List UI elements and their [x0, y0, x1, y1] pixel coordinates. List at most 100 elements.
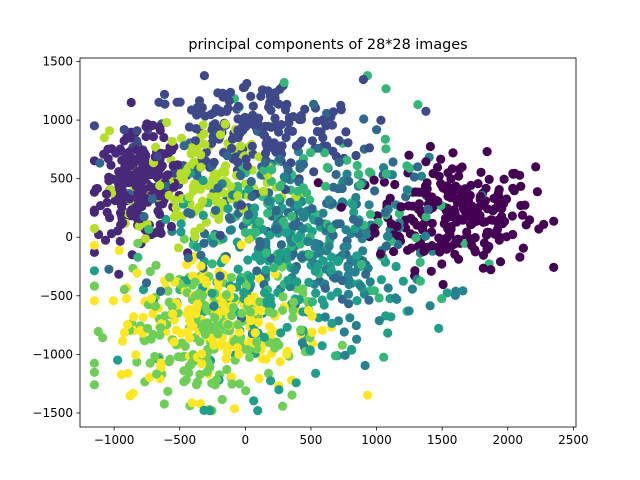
- scatter-point: [337, 275, 347, 286]
- scatter-point: [309, 99, 319, 109]
- scatter-point: [423, 204, 433, 214]
- scatter-point: [434, 323, 444, 333]
- scatter-point: [249, 396, 259, 406]
- scatter-point: [126, 97, 136, 108]
- scatter-point: [486, 265, 496, 275]
- scatter-point: [478, 250, 489, 260]
- scatter-point: [262, 296, 272, 307]
- scatter-point: [169, 182, 179, 192]
- scatter-point: [130, 169, 140, 180]
- scatter-point: [365, 209, 376, 219]
- scatter-point: [381, 84, 391, 94]
- scatter-point: [170, 195, 180, 205]
- scatter-point: [516, 181, 526, 191]
- y-tick-label: 500: [50, 172, 73, 186]
- scatter-point: [549, 262, 559, 272]
- scatter-point: [328, 146, 338, 156]
- scatter-point: [145, 358, 155, 368]
- scatter-point: [199, 238, 209, 248]
- scatter-point: [428, 168, 438, 179]
- scatter-point: [217, 298, 227, 308]
- scatter-point: [198, 290, 208, 301]
- scatter-point: [192, 299, 202, 309]
- scatter-point: [330, 351, 341, 361]
- scatter-point: [358, 74, 368, 85]
- scatter-point: [257, 306, 267, 316]
- scatter-point: [473, 179, 483, 189]
- scatter-point: [148, 309, 158, 319]
- scatter-point: [381, 241, 391, 251]
- scatter-point: [279, 172, 289, 182]
- scatter-point: [391, 261, 401, 272]
- scatter-point: [539, 219, 549, 229]
- scatter-point: [381, 311, 391, 321]
- x-tick-label: −500: [163, 433, 196, 447]
- scatter-point: [236, 240, 246, 250]
- scatter-point: [314, 216, 324, 227]
- scatter-point: [161, 214, 171, 224]
- scatter-point: [355, 180, 365, 190]
- scatter-point: [364, 143, 375, 153]
- scatter-point: [162, 117, 172, 128]
- scatter-point: [404, 306, 414, 316]
- scatter-point: [281, 228, 291, 238]
- scatter-point: [276, 328, 286, 338]
- scatter-point: [455, 164, 465, 174]
- scatter-point: [340, 350, 350, 360]
- scatter-point: [208, 238, 218, 248]
- scatter-point: [478, 263, 488, 273]
- scatter-point: [287, 211, 297, 221]
- scatter-point: [156, 358, 166, 368]
- scatter-point: [470, 245, 480, 255]
- scatter-point: [89, 380, 99, 390]
- scatter-point: [183, 208, 193, 218]
- scatter-point: [198, 210, 208, 220]
- scatter-point: [102, 197, 112, 208]
- scatter-point: [304, 249, 314, 259]
- scatter-point: [243, 255, 253, 265]
- scatter-point: [255, 236, 265, 247]
- scatter-point: [104, 264, 114, 274]
- scatter-point: [160, 311, 170, 321]
- scatter-point: [352, 251, 362, 261]
- scatter-point: [196, 162, 206, 172]
- scatter-point: [328, 107, 338, 117]
- scatter-point: [221, 161, 231, 171]
- scatter-point: [369, 175, 379, 185]
- scatter-point: [352, 160, 362, 171]
- scatter-point: [317, 325, 327, 335]
- x-axis: −1000 −500 0 500 1000 1500 2000 2500: [94, 427, 589, 447]
- scatter-point: [407, 284, 417, 294]
- scatter-point: [131, 350, 141, 360]
- scatter-point: [364, 295, 374, 305]
- scatter-point: [270, 113, 280, 123]
- scatter-point: [187, 398, 197, 408]
- scatter-point: [115, 208, 126, 218]
- scatter-point: [255, 297, 265, 307]
- scatter-point: [183, 253, 193, 263]
- scatter-point: [258, 354, 268, 364]
- scatter-point: [259, 129, 269, 140]
- scatter-point: [331, 169, 341, 180]
- scatter-point: [467, 219, 477, 229]
- scatter-point: [380, 134, 390, 144]
- scatter-point: [103, 144, 113, 154]
- scatter-point: [293, 200, 303, 210]
- scatter-point: [248, 101, 258, 111]
- scatter-point: [409, 172, 419, 182]
- scatter-point: [202, 367, 212, 377]
- scatter-point: [165, 272, 175, 282]
- points-layer: [89, 71, 559, 416]
- scatter-point: [421, 106, 431, 116]
- scatter-point: [334, 135, 344, 146]
- scatter-point: [189, 157, 199, 167]
- scatter-point: [454, 171, 464, 181]
- scatter-point: [225, 225, 235, 235]
- scatter-point: [154, 225, 165, 235]
- scatter-point: [179, 175, 189, 185]
- scatter-point: [405, 163, 415, 173]
- scatter-point: [274, 193, 284, 203]
- scatter-point: [176, 219, 186, 229]
- scatter-point: [415, 276, 425, 286]
